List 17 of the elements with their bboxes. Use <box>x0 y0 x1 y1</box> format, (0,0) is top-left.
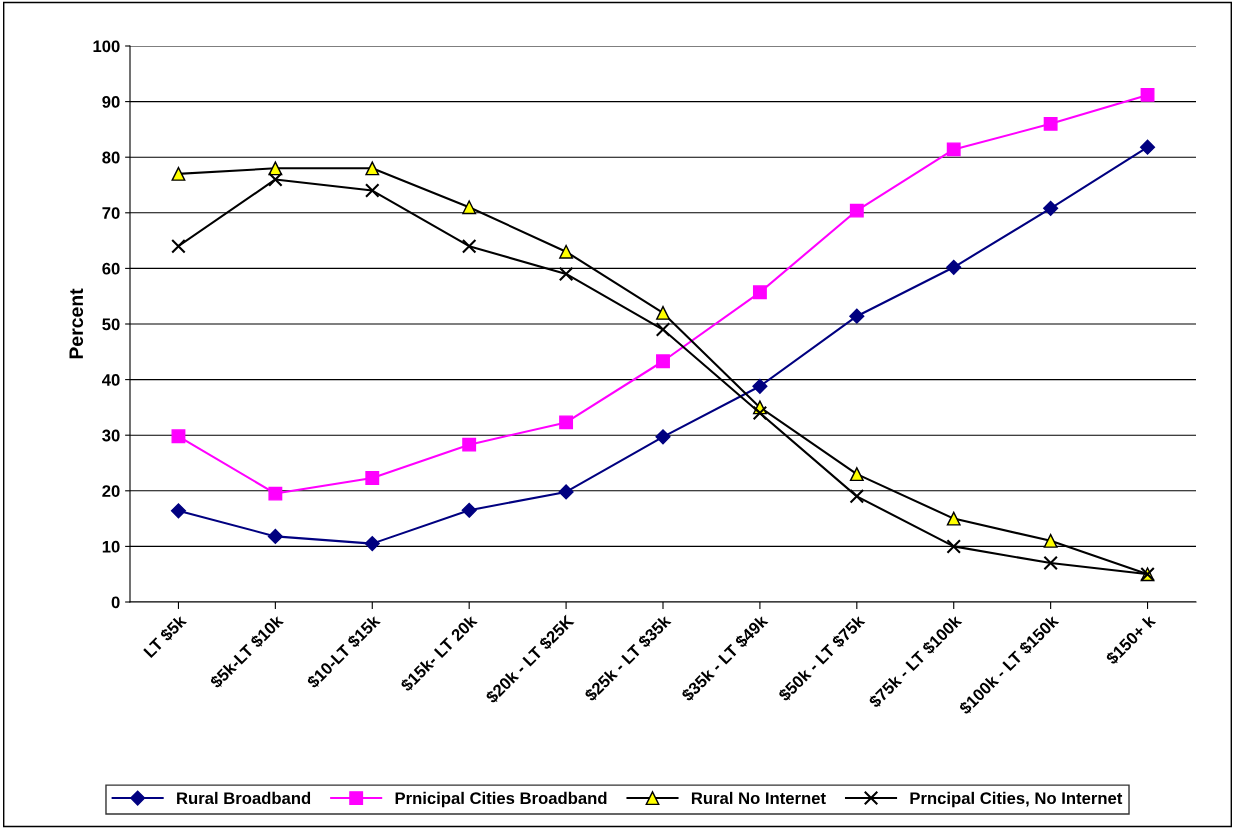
legend-label: Prnicipal Cities Broadband <box>395 791 607 808</box>
legend-label: Rural No Internet <box>691 791 826 805</box>
y-tick-label: 30 <box>102 429 120 442</box>
y-tick-label: 60 <box>102 262 120 275</box>
y-tick-label: 90 <box>102 96 120 108</box>
y-tick-label: 0 <box>111 596 120 609</box>
y-tick-label: 50 <box>102 318 120 331</box>
y-tick-label: 40 <box>101 374 120 386</box>
y-tick-label: 20 <box>102 485 120 497</box>
y-tick-label: 100 <box>93 40 120 53</box>
x-tick-label: LT $5k <box>142 613 188 659</box>
legend-label: Rural Broadband <box>177 791 311 805</box>
legend-label: Prncipal Cities, No Internet <box>910 791 1123 808</box>
y-axis-title: Percent <box>69 288 84 359</box>
y-tick-label: 10 <box>102 540 120 553</box>
y-tick-label: 70 <box>102 207 120 219</box>
y-tick-label: 80 <box>102 151 120 164</box>
